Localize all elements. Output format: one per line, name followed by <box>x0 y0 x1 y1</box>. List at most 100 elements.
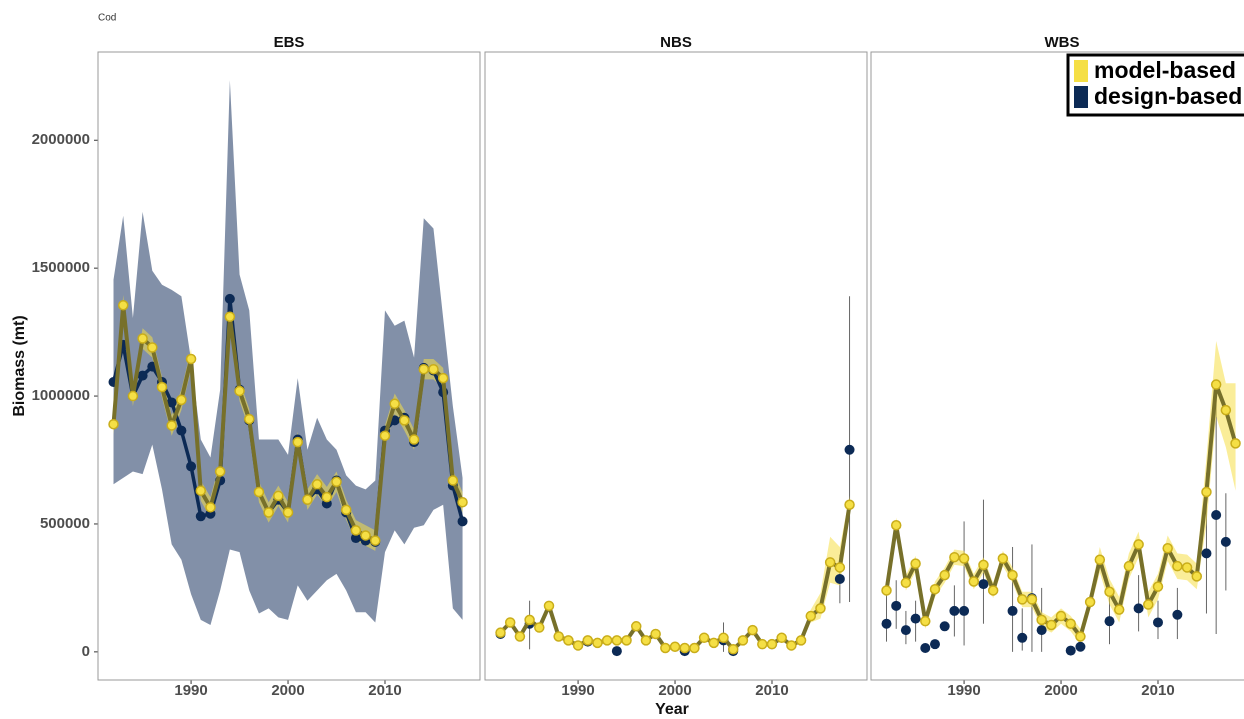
strip-title: WBS <box>1045 34 1080 51</box>
point <box>504 617 516 628</box>
x-tick-label: 2010 <box>1141 682 1174 699</box>
point <box>1026 594 1038 605</box>
point <box>718 632 729 644</box>
x-tick-label: 1990 <box>947 682 980 699</box>
x-tick-label: 1990 <box>561 682 594 699</box>
y-tick-label: 1500000 <box>32 259 90 276</box>
point <box>582 635 594 646</box>
point <box>543 600 555 612</box>
y-tick-label: 500000 <box>40 515 90 532</box>
point <box>243 413 255 425</box>
point <box>592 637 603 649</box>
point <box>1220 404 1232 416</box>
panel-plot <box>495 296 855 657</box>
point <box>253 486 265 498</box>
point <box>1152 617 1163 628</box>
point <box>834 573 845 584</box>
point <box>186 461 197 472</box>
point <box>844 499 855 511</box>
x-tick-label: 2000 <box>1044 682 1077 699</box>
point <box>786 640 797 651</box>
uncertainty-band <box>886 341 1236 645</box>
legend-key <box>1074 86 1088 108</box>
point <box>795 635 807 646</box>
point <box>747 624 758 636</box>
point <box>176 394 187 406</box>
x-tick-label: 2000 <box>271 682 304 699</box>
point <box>553 631 564 642</box>
point <box>650 628 661 640</box>
point <box>447 475 459 486</box>
point <box>1152 581 1164 592</box>
point <box>370 535 381 546</box>
point <box>117 299 129 311</box>
point <box>379 430 391 441</box>
point <box>891 600 902 611</box>
point <box>399 415 410 426</box>
point <box>987 585 999 596</box>
point <box>978 559 989 571</box>
point <box>147 342 158 353</box>
point <box>997 553 1009 564</box>
y-tick-label: 1000000 <box>32 387 90 404</box>
point <box>968 576 980 587</box>
point <box>495 627 506 638</box>
point <box>929 639 940 650</box>
point <box>127 390 139 402</box>
point <box>1007 605 1018 616</box>
series-line <box>499 504 852 652</box>
point <box>776 632 787 644</box>
panel-plot <box>108 80 468 626</box>
strip-title: NBS <box>660 34 692 51</box>
point <box>273 490 284 502</box>
point <box>331 476 342 488</box>
point <box>214 466 226 477</box>
point <box>437 372 449 384</box>
panel-border <box>97 51 481 681</box>
point <box>166 397 177 408</box>
legend-label: model-based <box>1094 57 1236 83</box>
legend-key <box>1074 60 1088 82</box>
point <box>1210 379 1222 390</box>
point <box>137 370 148 381</box>
point <box>234 385 245 397</box>
point <box>1104 586 1115 597</box>
point <box>621 635 632 646</box>
point <box>1123 560 1135 572</box>
y-tick-label: 0 <box>82 643 90 660</box>
point <box>292 436 303 448</box>
point <box>669 641 681 652</box>
point <box>418 363 430 375</box>
point <box>834 562 846 573</box>
x-tick-label: 2010 <box>368 682 401 699</box>
point <box>890 519 902 531</box>
point <box>881 585 892 596</box>
point <box>224 311 236 323</box>
point <box>660 642 671 654</box>
point <box>1065 618 1076 629</box>
point <box>611 646 622 657</box>
point <box>920 643 931 654</box>
point <box>611 635 623 646</box>
y-tick-label: 2000000 <box>32 131 90 148</box>
point <box>156 381 168 393</box>
point <box>949 551 960 563</box>
x-tick-label: 2010 <box>755 682 788 699</box>
series-line <box>884 382 1238 639</box>
point <box>195 485 207 496</box>
point <box>1075 631 1086 642</box>
point <box>949 605 960 616</box>
point <box>1172 609 1183 620</box>
point <box>900 577 912 589</box>
strip-title: EBS <box>274 34 305 51</box>
point <box>1143 599 1154 610</box>
point <box>737 635 749 646</box>
point <box>1162 543 1173 554</box>
point <box>959 605 970 616</box>
x-tick-label: 2000 <box>658 682 691 699</box>
point <box>282 507 294 518</box>
point <box>679 642 690 654</box>
point <box>1181 562 1193 573</box>
point <box>640 635 652 646</box>
point <box>727 644 739 655</box>
